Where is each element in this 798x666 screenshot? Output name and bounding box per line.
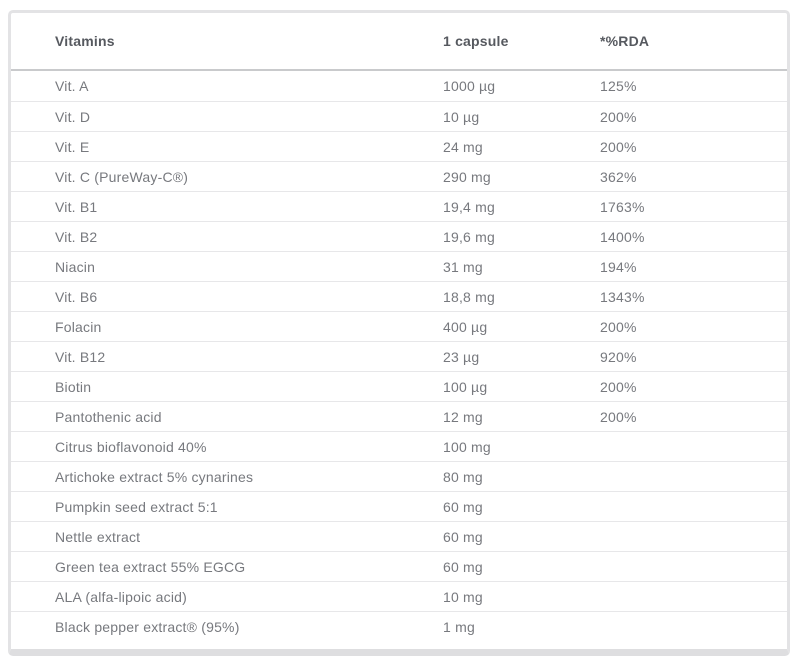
row-rda: 920%: [600, 348, 637, 365]
row-amount: 60 mg: [443, 558, 483, 575]
row-amount: 1000 µg: [443, 78, 496, 94]
row-label: Nettle extract: [55, 528, 141, 545]
table-row: Vit. D 10 µg 200%: [11, 101, 787, 131]
row-amount: 19,6 mg: [443, 228, 495, 245]
row-amount: 60 mg: [443, 498, 483, 515]
row-label: Vit. B6: [55, 288, 98, 305]
row-amount: 10 mg: [443, 588, 483, 605]
row-amount: 290 mg: [443, 168, 491, 185]
row-rda: 200%: [600, 108, 637, 125]
row-label: Vit. B1: [55, 198, 98, 215]
row-rda: 1400%: [600, 228, 645, 245]
table-row: Biotin 100 µg 200%: [11, 371, 787, 401]
row-amount: 100 mg: [443, 438, 491, 455]
row-amount: 1 mg: [443, 618, 475, 635]
table-row: Citrus bioflavonoid 40% 100 mg: [11, 431, 787, 461]
table-row: Nettle extract 60 mg: [11, 521, 787, 551]
row-amount: 23 µg: [443, 348, 480, 365]
row-amount: 10 µg: [443, 108, 480, 125]
row-label: Artichoke extract 5% cynarines: [55, 468, 254, 485]
table-row: Vit. B1 19,4 mg 1763%: [11, 191, 787, 221]
row-label: Vit. C (PureWay-C®): [55, 168, 189, 185]
table-row: Black pepper extract® (95%) 1 mg: [11, 611, 787, 641]
row-label: Vit. E: [55, 138, 90, 155]
table-row: Vit. B12 23 µg 920%: [11, 341, 787, 371]
row-rda: 200%: [600, 378, 637, 395]
table-row: Vit. B6 18,8 mg 1343%: [11, 281, 787, 311]
row-label: Pumpkin seed extract 5:1: [55, 498, 218, 515]
row-amount: 60 mg: [443, 528, 483, 545]
row-label: Pantothenic acid: [55, 408, 162, 425]
table-row: Vit. E 24 mg 200%: [11, 131, 787, 161]
row-amount: 100 µg: [443, 378, 488, 395]
row-label: Biotin: [55, 378, 92, 395]
row-label: Folacin: [55, 318, 102, 335]
table-row: Niacin 31 mg 194%: [11, 251, 787, 281]
table-row: Artichoke extract 5% cynarines 80 mg: [11, 461, 787, 491]
row-amount: 80 mg: [443, 468, 483, 485]
table-row: Green tea extract 55% EGCG 60 mg: [11, 551, 787, 581]
column-header-rda: *%RDA: [600, 33, 650, 49]
row-amount: 400 µg: [443, 318, 488, 335]
row-amount: 24 mg: [443, 138, 483, 155]
row-rda: 200%: [600, 408, 637, 425]
row-amount: 12 mg: [443, 408, 483, 425]
row-label: Citrus bioflavonoid 40%: [55, 438, 207, 455]
row-amount: 18,8 mg: [443, 288, 495, 305]
row-label: Vit. B2: [55, 228, 98, 245]
column-header-capsule: 1 capsule: [443, 33, 509, 49]
row-label: Black pepper extract® (95%): [55, 618, 240, 635]
table-row: Vit. B2 19,6 mg 1400%: [11, 221, 787, 251]
row-label: Green tea extract 55% EGCG: [55, 558, 246, 575]
row-label: ALA (alfa-lipoic acid): [55, 588, 188, 605]
row-amount: 31 mg: [443, 258, 483, 275]
row-label: Vit. A: [55, 78, 89, 94]
column-header-vitamins: Vitamins: [55, 33, 115, 49]
table-header: Vitamins 1 capsule *%RDA: [11, 13, 787, 71]
row-label: Vit. D: [55, 108, 91, 125]
row-rda: 1763%: [600, 198, 645, 215]
table-row: Pumpkin seed extract 5:1 60 mg: [11, 491, 787, 521]
row-rda: 194%: [600, 258, 637, 275]
row-label: Niacin: [55, 258, 96, 275]
supplement-facts-table: Vitamins 1 capsule *%RDA Vit. A 1000 µg 12…: [8, 10, 790, 656]
table-row: ALA (alfa-lipoic acid) 10 mg: [11, 581, 787, 611]
row-rda: 1343%: [600, 288, 645, 305]
table-row: Pantothenic acid 12 mg 200%: [11, 401, 787, 431]
row-rda: 125%: [600, 78, 637, 94]
row-label: Vit. B12: [55, 348, 106, 365]
row-rda: 200%: [600, 138, 637, 155]
table-row: Folacin 400 µg 200%: [11, 311, 787, 341]
row-amount: 19,4 mg: [443, 198, 495, 215]
table-row: Vit. C (PureWay-C®) 290 mg 362%: [11, 161, 787, 191]
table-row: Vit. A 1000 µg 125%: [11, 71, 787, 101]
row-rda: 200%: [600, 318, 637, 335]
table-body: Vit. A 1000 µg 125% Vit. D 10 µg 200% Vit. E 24…: [11, 71, 787, 641]
row-rda: 362%: [600, 168, 637, 185]
